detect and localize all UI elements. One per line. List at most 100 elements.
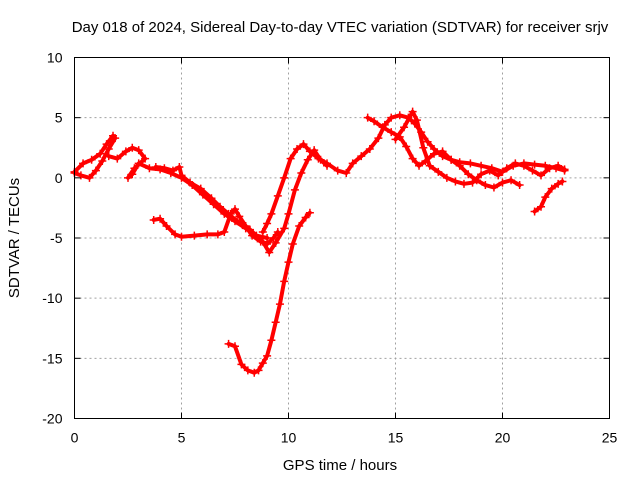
- data-point: [297, 169, 306, 178]
- data-point: [216, 202, 225, 211]
- data-point: [554, 179, 563, 188]
- data-point: [419, 143, 428, 152]
- x-tick-label: 5: [178, 430, 186, 446]
- data-point: [528, 166, 537, 175]
- data-point: [160, 164, 169, 173]
- x-tick-label: 20: [495, 430, 511, 446]
- data-point: [134, 159, 143, 168]
- y-tick-label: -15: [42, 350, 62, 366]
- data-point: [408, 154, 417, 163]
- data-point: [498, 178, 507, 187]
- tick-layer: 0 5 10 15 20 25 -20 -15 -10 -5 0 5 10: [42, 50, 617, 446]
- data-point: [357, 152, 366, 161]
- data-point: [402, 142, 411, 151]
- data-point: [415, 161, 424, 170]
- data-point: [156, 214, 165, 223]
- data-point: [258, 359, 267, 368]
- data-point: [295, 221, 304, 230]
- data-point: [162, 221, 171, 230]
- data-point: [502, 164, 511, 173]
- series-track-i: [530, 177, 567, 216]
- series-trace: [393, 109, 567, 186]
- data-point: [271, 318, 280, 327]
- data-point: [395, 111, 404, 120]
- data-point: [87, 155, 96, 164]
- y-tick-label: 10: [47, 50, 63, 66]
- data-point: [237, 360, 246, 369]
- y-tick-label: -20: [42, 411, 62, 427]
- data-point: [333, 166, 342, 175]
- data-point: [400, 123, 409, 132]
- data-point: [168, 166, 177, 175]
- data-point: [265, 248, 274, 257]
- data-point: [466, 159, 475, 168]
- series-layer: [70, 107, 569, 377]
- data-point: [363, 113, 372, 122]
- data-point: [507, 176, 516, 185]
- data-point: [267, 336, 276, 345]
- data-point: [459, 179, 468, 188]
- data-point: [305, 147, 314, 156]
- data-point: [370, 117, 379, 126]
- data-point: [231, 342, 239, 351]
- data-point: [273, 227, 282, 236]
- data-point: [374, 134, 383, 143]
- data-point: [254, 366, 263, 375]
- data-point: [263, 240, 272, 249]
- data-point: [293, 144, 302, 153]
- data-point: [477, 170, 486, 179]
- data-point: [477, 161, 486, 170]
- data-point: [519, 161, 528, 170]
- data-point: [515, 181, 524, 190]
- data-point: [485, 166, 494, 175]
- data-point: [220, 227, 229, 236]
- data-point: [250, 368, 259, 377]
- data-point: [348, 159, 357, 168]
- data-point: [175, 163, 184, 172]
- data-point: [442, 173, 451, 182]
- data-point: [141, 154, 150, 163]
- data-point: [224, 339, 233, 348]
- data-point: [190, 231, 199, 240]
- data-point: [149, 215, 158, 224]
- data-point: [541, 161, 550, 170]
- data-point: [91, 166, 100, 175]
- data-point: [267, 209, 276, 218]
- x-tick-label: 10: [281, 430, 297, 446]
- chart-title: Day 018 of 2024, Sidereal Day-to-day VTE…: [72, 19, 609, 36]
- data-point: [447, 155, 456, 164]
- y-tick-label: 5: [55, 110, 63, 126]
- data-point: [314, 154, 323, 163]
- x-tick-label: 25: [602, 430, 618, 446]
- data-point: [558, 177, 567, 186]
- data-point: [481, 181, 490, 190]
- data-point: [342, 169, 351, 178]
- data-point: [464, 170, 473, 179]
- data-point: [284, 209, 293, 218]
- data-point: [226, 209, 235, 218]
- data-point: [233, 217, 242, 226]
- data-point: [263, 219, 272, 228]
- data-point: [280, 173, 289, 182]
- data-point: [121, 147, 130, 156]
- data-point: [128, 143, 137, 152]
- data-point: [85, 173, 94, 182]
- data-point: [104, 144, 113, 153]
- data-point: [430, 149, 439, 158]
- data-point: [280, 277, 289, 286]
- data-point: [196, 184, 205, 193]
- data-point: [423, 137, 432, 146]
- series-track-d: [149, 205, 282, 249]
- data-point: [391, 135, 400, 144]
- data-point: [111, 134, 120, 143]
- data-point: [387, 113, 396, 122]
- data-point: [207, 194, 216, 203]
- data-point: [554, 161, 563, 170]
- data-point: [541, 193, 550, 202]
- data-point: [303, 155, 312, 164]
- data-point: [290, 185, 299, 194]
- data-point: [545, 164, 554, 173]
- x-axis-label: GPS time / hours: [283, 457, 397, 474]
- data-point: [241, 221, 250, 230]
- data-point: [305, 208, 314, 217]
